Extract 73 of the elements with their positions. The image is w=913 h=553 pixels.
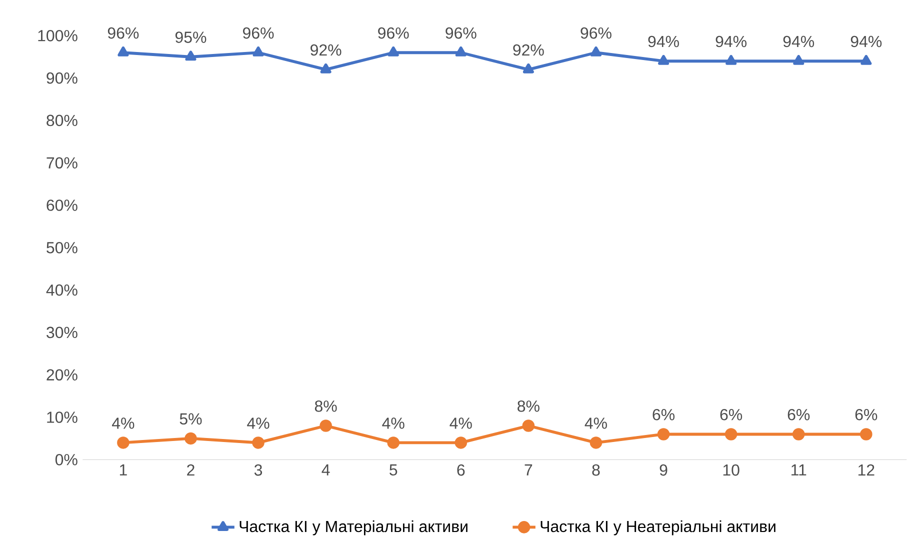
point [590, 46, 602, 56]
x-tick-label: 6 [457, 464, 465, 476]
x-tick-label: 5 [390, 464, 398, 476]
point [793, 54, 804, 65]
y-tick-label: 100% [38, 30, 78, 42]
x-tick-label: 2 [187, 464, 194, 476]
y-tick-label: 90% [46, 72, 78, 84]
point [117, 436, 130, 449]
data-label: 6% [855, 408, 878, 420]
x-tick-label: 12 [858, 464, 874, 476]
y-tick-label: 80% [46, 114, 78, 126]
data-label: 5% [180, 413, 202, 425]
point [387, 436, 400, 449]
point [724, 428, 738, 440]
point [792, 428, 805, 440]
y-tick-label: 50% [46, 242, 78, 254]
data-label: 95% [175, 32, 206, 43]
point [184, 432, 197, 445]
point [522, 420, 535, 432]
point [118, 46, 129, 56]
point [185, 50, 196, 61]
point [454, 436, 468, 449]
point [320, 63, 332, 74]
x-tick-label: 10 [723, 464, 740, 476]
data-label: 94% [850, 36, 882, 48]
point [320, 420, 332, 432]
data-label: 94% [648, 36, 679, 48]
data-label: 4% [450, 418, 472, 429]
y-tick-label: 0% [55, 454, 78, 466]
point [657, 428, 670, 440]
data-label: 6% [788, 408, 810, 420]
data-label: 4% [112, 418, 134, 429]
data-label: 4% [584, 418, 607, 429]
y-tick-label: 10% [47, 412, 78, 423]
point [252, 436, 264, 449]
point [388, 46, 399, 56]
point [860, 54, 872, 65]
data-label: 4% [382, 418, 404, 429]
point [726, 54, 737, 65]
legend-label: Частка КІ у Неатеріальні активи [540, 520, 776, 536]
point [252, 46, 264, 56]
y-tick-label: 30% [46, 326, 78, 338]
data-label: 96% [243, 27, 274, 39]
y-tick-label: 20% [46, 369, 78, 381]
x-tick-label: 4 [322, 464, 330, 476]
legend-label: Частка КІ у Матеріальні активи [240, 520, 468, 536]
x-tick-label: 9 [660, 464, 668, 476]
data-label: 8% [314, 400, 337, 412]
y-tick-label: 40% [46, 284, 78, 296]
data-label: 96% [446, 27, 476, 39]
x-tick-label: 3 [254, 464, 262, 476]
data-label: 96% [378, 27, 409, 39]
x-tick-label: 1 [120, 464, 127, 476]
data-label: 94% [783, 36, 814, 48]
data-label: 96% [580, 27, 612, 39]
data-label: 96% [108, 27, 139, 39]
data-label: 92% [310, 44, 342, 56]
data-label: 6% [720, 408, 742, 420]
x-tick-label: 7 [524, 464, 532, 476]
data-label: 6% [652, 408, 675, 420]
data-label: 8% [518, 400, 540, 412]
point [590, 436, 602, 449]
x-tick-label: 8 [592, 464, 600, 476]
point [522, 63, 534, 74]
data-label: 92% [513, 44, 544, 56]
y-tick-label: 60% [46, 200, 78, 211]
point [455, 46, 466, 56]
point [658, 54, 670, 65]
point [860, 428, 872, 440]
x-tick-label: 11 [792, 464, 806, 476]
data-label: 94% [716, 36, 747, 48]
data-label: 4% [247, 418, 270, 429]
y-tick-label: 70% [46, 157, 78, 169]
